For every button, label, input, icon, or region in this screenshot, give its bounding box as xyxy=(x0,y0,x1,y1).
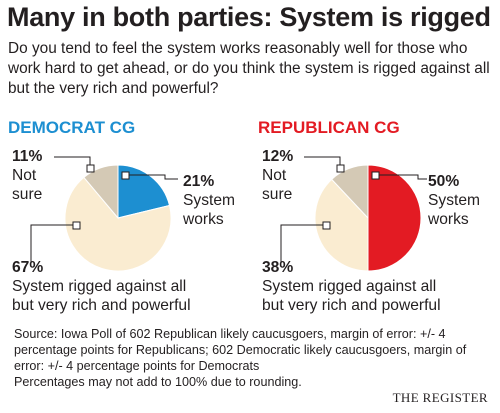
rep-leader-marker-works xyxy=(371,171,380,180)
rounding-footnote: Percentages may not add to 100% due to r… xyxy=(14,375,302,389)
dem-slice-notsure xyxy=(83,164,119,220)
rep-notsure-value: 12% xyxy=(262,148,294,165)
publisher-credit: THE REGISTER xyxy=(392,390,488,405)
rep-works-label: 50% System works xyxy=(428,172,480,229)
democrat-heading: DEMOCRAT CG xyxy=(8,118,136,137)
rep-works-text-1: System xyxy=(428,192,480,209)
dem-notsure-value: 11% xyxy=(12,148,43,165)
dem-rigged-value: 67% xyxy=(12,259,44,276)
rep-rigged-text-2: but very rich and powerful xyxy=(262,297,441,314)
dem-notsure-label: 11% Not sure xyxy=(12,147,42,204)
rep-slice-rigged xyxy=(314,178,369,272)
rep-leader-works xyxy=(374,174,427,180)
rep-works-value: 50% xyxy=(428,173,460,190)
rep-notsure-label: 12% Not sure xyxy=(262,147,293,204)
dem-rigged-text-1: System rigged against all xyxy=(12,278,187,295)
dem-leader-marker-rigged xyxy=(72,221,81,230)
dem-notsure-text-1: Not xyxy=(12,167,37,184)
dem-leader-marker-notsure xyxy=(86,164,95,173)
rep-slice-works xyxy=(367,164,422,272)
rep-notsure-text-1: Not xyxy=(262,167,287,184)
dem-leader-notsure xyxy=(54,156,91,168)
republican-heading: REPUBLICAN CG xyxy=(258,118,400,137)
rep-leader-notsure xyxy=(304,156,341,168)
rep-leader-marker-notsure xyxy=(336,164,345,173)
rep-leader-marker-rigged xyxy=(322,221,331,230)
dem-works-text-2: works xyxy=(183,211,224,228)
dem-works-label: 21% System works xyxy=(183,172,235,229)
source-note: Source: Iowa Poll of 602 Republican like… xyxy=(14,326,494,390)
dem-leader-rigged xyxy=(30,224,76,262)
dem-leader-works xyxy=(124,174,178,180)
dem-slice-works xyxy=(117,164,171,219)
source-text: Source: Iowa Poll of 602 Republican like… xyxy=(14,327,467,373)
rep-rigged-text-1: System rigged against all xyxy=(262,278,437,295)
survey-question: Do you tend to feel the system works rea… xyxy=(8,40,490,97)
rep-slice-notsure xyxy=(331,164,369,220)
rep-rigged-value: 38% xyxy=(262,259,294,276)
dem-slice-rigged xyxy=(64,176,172,272)
dem-works-value: 21% xyxy=(183,173,215,190)
rep-notsure-text-2: sure xyxy=(262,186,293,203)
dem-leader-marker-works xyxy=(121,171,130,180)
rep-works-text-2: works xyxy=(428,211,469,228)
dem-rigged-text-2: but very rich and powerful xyxy=(12,297,191,314)
dem-works-text-1: System xyxy=(183,192,235,209)
rep-rigged-label: 38% System rigged against all but very r… xyxy=(262,258,441,315)
chart-title: Many in both parties: System is rigged xyxy=(7,2,491,32)
dem-notsure-text-2: sure xyxy=(12,186,43,203)
rep-leader-rigged xyxy=(280,224,326,262)
dem-rigged-label: 67% System rigged against all but very r… xyxy=(12,258,191,315)
